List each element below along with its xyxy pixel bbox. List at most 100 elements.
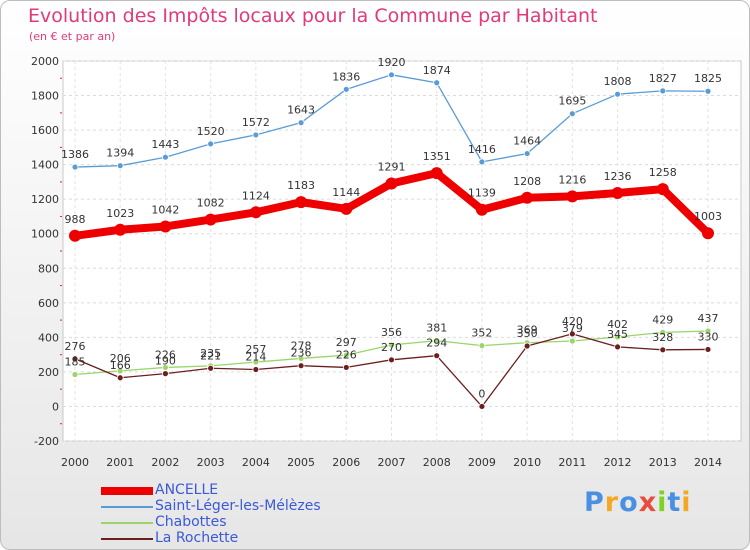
data-point [252, 366, 260, 373]
legend-label: La Rochette [155, 530, 239, 546]
data-label: 356 [381, 326, 402, 339]
data-point [116, 162, 124, 170]
data-label: 166 [110, 359, 131, 372]
legend-label: ANCELLE [155, 482, 219, 498]
data-point [114, 223, 127, 236]
legend-item: Chabottes [101, 514, 421, 531]
data-point [252, 131, 260, 139]
logo-letter: i [657, 487, 668, 518]
data-point [71, 371, 79, 378]
data-point [342, 351, 350, 359]
data-point [116, 367, 124, 375]
data-point [614, 90, 621, 98]
data-label: 1082 [197, 197, 225, 210]
data-point [342, 85, 350, 93]
data-label: 1124 [242, 189, 270, 202]
legend-swatch [101, 487, 153, 495]
x-tick-label: 2002 [151, 456, 179, 469]
data-label: 1836 [332, 70, 360, 83]
x-tick-label: 2010 [513, 456, 541, 469]
data-label: 330 [698, 330, 719, 343]
data-point [704, 327, 712, 335]
data-point [568, 330, 576, 338]
data-point [433, 79, 441, 87]
y-tick-label: 600 [38, 297, 59, 310]
x-tick-label: 2003 [197, 456, 225, 469]
data-label: 0 [478, 387, 485, 400]
data-label: 1144 [332, 186, 360, 199]
logo-letter: t [667, 487, 682, 518]
data-point [162, 153, 169, 161]
logo-letter: P [584, 487, 605, 518]
y-tick-label: 200 [38, 366, 59, 379]
y-tick-label: 1800 [31, 90, 59, 103]
x-tick-label: 2006 [332, 456, 360, 469]
data-point [566, 190, 579, 203]
data-point [433, 337, 441, 345]
data-label: 226 [155, 348, 176, 361]
logo-letter: o [619, 487, 639, 518]
chart-title: Evolution des Impôts locaux pour la Comm… [28, 5, 598, 27]
data-point [521, 191, 534, 204]
legend-swatch [101, 522, 153, 524]
data-point [659, 346, 667, 354]
y-tick-label: 1400 [31, 159, 59, 172]
data-point [388, 356, 395, 364]
data-label: 190 [155, 355, 176, 368]
logo-letter: x [638, 487, 658, 518]
data-label: 1216 [558, 173, 586, 186]
chart-subtitle: (en € et par an) [29, 30, 116, 43]
x-tick-label: 2012 [604, 456, 632, 469]
data-label: 1443 [151, 138, 179, 151]
data-point [475, 203, 488, 216]
y-tick-label: 1200 [31, 193, 59, 206]
data-point [207, 364, 215, 372]
data-label: 1386 [61, 148, 89, 161]
data-point [478, 158, 486, 166]
data-point [659, 328, 667, 336]
y-tick-label: 400 [38, 331, 59, 344]
legend-swatch [101, 506, 153, 508]
data-point [297, 119, 305, 127]
logo-letter: r [604, 487, 620, 518]
data-label: 420 [562, 315, 583, 328]
plot-area [62, 60, 742, 442]
legend-item: ANCELLE [101, 482, 421, 499]
data-point [204, 213, 217, 226]
data-label: 226 [336, 348, 357, 361]
data-point [568, 110, 576, 118]
data-label: 352 [471, 327, 492, 340]
data-point [388, 341, 395, 349]
y-tick-label: 800 [38, 262, 59, 275]
x-tick-label: 2014 [694, 456, 722, 469]
data-label: 257 [245, 343, 266, 356]
data-label: 328 [652, 331, 673, 344]
data-label: 1183 [287, 179, 315, 192]
data-label: 402 [607, 318, 628, 331]
x-tick-label: 2008 [423, 456, 451, 469]
data-label: 437 [698, 312, 719, 325]
data-label: 1394 [106, 147, 134, 160]
data-label: 1291 [378, 160, 406, 173]
data-label: 1825 [694, 72, 722, 85]
data-label: 988 [65, 213, 86, 226]
data-label: 214 [245, 350, 266, 363]
data-label: 236 [291, 347, 312, 360]
data-label: 1808 [604, 75, 632, 88]
data-label: 297 [336, 336, 357, 349]
data-point [611, 186, 624, 199]
data-point [249, 206, 262, 219]
y-tick-label: 0 [52, 400, 59, 413]
data-point [297, 355, 305, 362]
data-point [704, 87, 712, 95]
data-label: 270 [381, 341, 402, 354]
data-label: 345 [607, 328, 628, 341]
data-point [159, 220, 172, 233]
data-point [297, 362, 305, 370]
data-label: 1258 [649, 166, 677, 179]
data-point [704, 346, 712, 353]
data-label: 369 [517, 324, 538, 337]
y-tick-label: 2000 [31, 55, 59, 68]
data-label: 429 [652, 313, 673, 326]
data-label: 381 [426, 322, 447, 335]
